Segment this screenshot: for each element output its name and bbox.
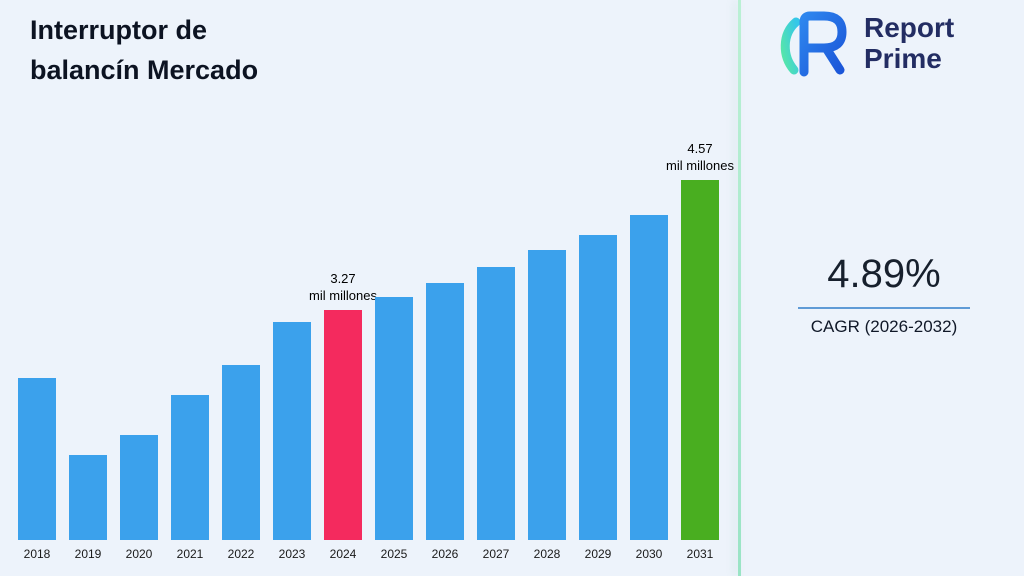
page-title: Interruptor de balancín Mercado (30, 10, 258, 90)
bar-column-2027: 2027 (477, 267, 515, 561)
cagr-stat-block: 4.89% CAGR (2026-2032) (798, 252, 970, 337)
logo-text-line1: Report (864, 12, 955, 43)
stat-underline (798, 307, 970, 309)
bar-2026 (426, 283, 464, 540)
annotation-value: 4.57 (687, 141, 713, 156)
bar-2029 (579, 235, 617, 540)
bar-column-2023: 2023 (273, 322, 311, 561)
bar-column-2019: 2019 (69, 455, 107, 561)
annotation-value: 3.27 (330, 271, 356, 286)
bar-column-2024: 3.27 mil millones 2024 (309, 270, 377, 561)
bar-2027 (477, 267, 515, 540)
logo-text-line2: Prime (864, 43, 942, 74)
bar-annotation-2031: 4.57 mil millones (666, 140, 734, 174)
page-title-line1: Interruptor de (30, 15, 208, 45)
x-axis-label-2029: 2029 (584, 547, 612, 561)
bar-2018 (18, 378, 56, 540)
cagr-label: CAGR (2026-2032) (810, 317, 958, 336)
bar-column-2028: 2028 (528, 250, 566, 561)
annotation-unit: mil millones (309, 288, 377, 303)
bar-2019 (69, 455, 107, 540)
bar-2020 (120, 435, 158, 540)
bar-2031 (681, 180, 719, 540)
bar-column-2025: 2025 (375, 297, 413, 561)
x-axis-label-2023: 2023 (278, 547, 306, 561)
bar-column-2030: 2030 (630, 215, 668, 561)
cagr-value: 4.89% (827, 252, 941, 296)
bar-2021 (171, 395, 209, 540)
x-axis-label-2018: 2018 (23, 547, 51, 561)
bar-chart: 2018 2019 2020 2021 2022 2023 3.27 mil millones… (18, 140, 734, 561)
bar-column-2021: 2021 (171, 395, 209, 561)
x-axis-label-2021: 2021 (176, 547, 204, 561)
vertical-divider (738, 0, 741, 576)
bar-column-2018: 2018 (18, 378, 56, 561)
bar-2025 (375, 297, 413, 540)
bar-column-2026: 2026 (426, 283, 464, 561)
x-axis-label-2026: 2026 (431, 547, 459, 561)
x-axis-label-2019: 2019 (74, 547, 102, 561)
annotation-unit: mil millones (666, 158, 734, 173)
bar-column-2020: 2020 (120, 435, 158, 561)
bar-column-2029: 2029 (579, 235, 617, 561)
reportprime-logo: Report Prime (778, 8, 954, 78)
x-axis-label-2022: 2022 (227, 547, 255, 561)
bar-annotation-2024: 3.27 mil millones (309, 270, 377, 304)
bar-2030 (630, 215, 668, 540)
x-axis-label-2025: 2025 (380, 547, 408, 561)
bar-2023 (273, 322, 311, 540)
x-axis-label-2031: 2031 (686, 547, 714, 561)
bar-column-2022: 2022 (222, 365, 260, 561)
reportprime-logo-icon (780, 11, 847, 77)
x-axis-label-2024: 2024 (329, 547, 357, 561)
bar-column-2031: 4.57 mil millones 2031 (666, 140, 734, 561)
x-axis-label-2028: 2028 (533, 547, 561, 561)
x-axis-label-2020: 2020 (125, 547, 153, 561)
x-axis-label-2027: 2027 (482, 547, 510, 561)
x-axis-label-2030: 2030 (635, 547, 663, 561)
bar-2022 (222, 365, 260, 540)
reportprime-logo-text: Report Prime (864, 12, 954, 74)
page-title-line2: balancín Mercado (30, 55, 259, 85)
bar-2024 (324, 310, 362, 540)
bar-2028 (528, 250, 566, 540)
